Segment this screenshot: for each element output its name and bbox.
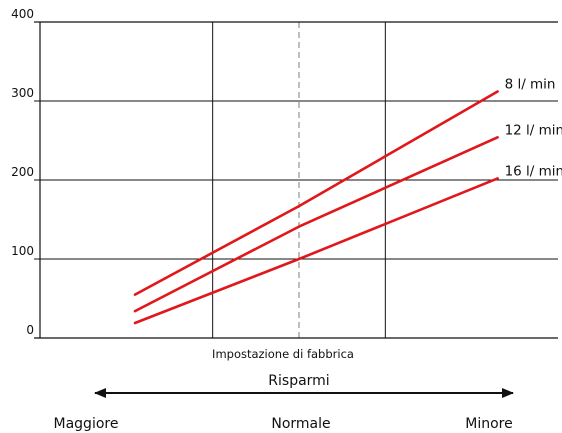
series-line-2 [133,136,499,313]
category-label-minore: Minore [465,416,512,432]
y-tick-label-400: 400 [11,7,34,21]
series-label-2: 12 l/ min [505,122,562,138]
category-label-maggiore: Maggiore [54,416,119,432]
series-label-1: 8 l/ min [505,77,556,93]
series-lines [133,90,499,325]
factory-setting-label: Impostazione di fabbrica [212,347,354,361]
series-line-1 [133,90,499,296]
savings-label: Risparmi [268,373,329,389]
series-label-3: 16 l/ min_ [505,163,562,179]
category-label-normale: Normale [271,416,330,432]
y-tick-label-100: 100 [11,244,34,258]
y-tick-label-0: 0 [26,323,34,337]
grid [34,22,558,338]
axes: 0 100 200 300 400 [11,7,558,339]
y-tick-label-300: 300 [11,86,34,100]
y-tick-label-200: 200 [11,165,34,179]
series-line-3 [133,177,499,325]
series-labels: 8 l/ min 12 l/ min 16 l/ min_ [505,77,562,180]
